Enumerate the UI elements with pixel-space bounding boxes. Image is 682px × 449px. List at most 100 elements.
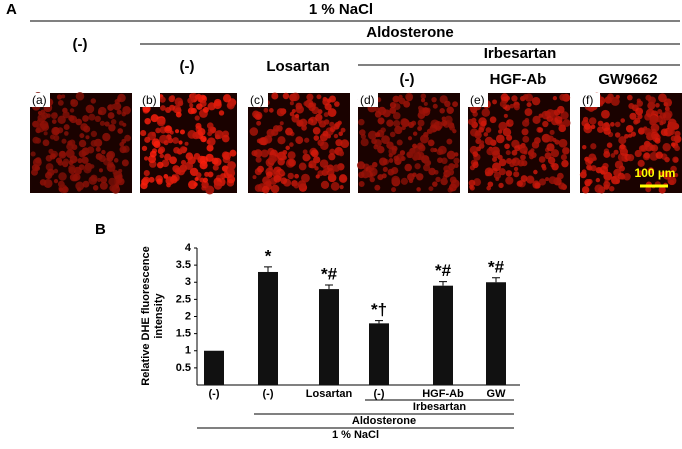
cell bbox=[61, 186, 69, 193]
x-tick-label: (-) bbox=[263, 388, 274, 400]
cell bbox=[388, 158, 394, 163]
cell bbox=[104, 121, 110, 127]
cell bbox=[441, 157, 448, 165]
cell bbox=[202, 106, 209, 113]
cell bbox=[69, 173, 78, 182]
cell bbox=[500, 93, 509, 102]
cell bbox=[487, 181, 494, 188]
cell bbox=[327, 108, 337, 117]
cell bbox=[625, 124, 634, 133]
header: (-) bbox=[73, 36, 88, 53]
y-tick-label: 1.5 bbox=[176, 328, 191, 340]
cell bbox=[486, 185, 492, 191]
cell bbox=[643, 152, 651, 159]
cell bbox=[276, 108, 285, 117]
cell bbox=[428, 186, 434, 192]
cell bbox=[303, 101, 309, 107]
cell bbox=[46, 113, 51, 118]
annotation: *† bbox=[371, 300, 387, 319]
cell bbox=[417, 105, 423, 111]
cell bbox=[194, 115, 200, 121]
cell bbox=[610, 122, 615, 127]
cell bbox=[419, 134, 429, 144]
cell bbox=[150, 114, 159, 123]
cell bbox=[492, 150, 501, 159]
cell bbox=[34, 165, 41, 172]
cell bbox=[207, 131, 213, 137]
cell bbox=[141, 145, 148, 152]
cell bbox=[411, 152, 420, 161]
cell bbox=[338, 150, 345, 157]
cell bbox=[57, 160, 64, 166]
cell bbox=[416, 142, 424, 150]
cell bbox=[56, 94, 63, 100]
cell bbox=[530, 152, 537, 158]
cell bbox=[118, 168, 123, 173]
cell bbox=[53, 178, 59, 184]
y-tick-label: 2.5 bbox=[176, 293, 191, 305]
cell bbox=[333, 133, 339, 139]
cell bbox=[174, 129, 180, 134]
cell bbox=[528, 176, 535, 183]
cell bbox=[447, 168, 455, 176]
cell bbox=[261, 185, 270, 194]
cell bbox=[495, 177, 500, 182]
annotation: * bbox=[265, 246, 272, 265]
cell bbox=[588, 153, 597, 162]
cell bbox=[486, 147, 494, 156]
y-axis-label: intensity bbox=[153, 293, 165, 339]
cell bbox=[531, 141, 540, 149]
cell bbox=[273, 175, 282, 183]
cell bbox=[356, 161, 366, 170]
cell bbox=[164, 153, 172, 161]
cell bbox=[294, 113, 300, 119]
cell bbox=[450, 179, 460, 189]
cell bbox=[265, 180, 272, 187]
cell bbox=[389, 131, 396, 138]
cell bbox=[558, 124, 567, 133]
cell bbox=[446, 150, 456, 160]
cell bbox=[249, 127, 259, 136]
cell bbox=[221, 134, 230, 143]
cell bbox=[584, 123, 591, 130]
cell bbox=[644, 142, 654, 152]
cell bbox=[95, 146, 101, 152]
cell bbox=[329, 121, 335, 128]
cell bbox=[98, 154, 106, 163]
cell bbox=[499, 100, 507, 108]
cell bbox=[359, 129, 366, 136]
cell bbox=[439, 108, 445, 114]
cell bbox=[196, 103, 203, 110]
cell bbox=[417, 119, 425, 127]
cell bbox=[119, 146, 127, 154]
cell bbox=[637, 113, 643, 120]
cell bbox=[547, 135, 554, 142]
cell bbox=[472, 161, 479, 169]
cell bbox=[149, 150, 157, 158]
cell bbox=[69, 108, 75, 113]
annotation: *# bbox=[435, 261, 452, 280]
cell bbox=[32, 157, 42, 167]
cell bbox=[414, 163, 421, 170]
cell bbox=[623, 173, 631, 181]
cell bbox=[213, 100, 222, 110]
cell bbox=[320, 180, 330, 189]
cell bbox=[143, 170, 150, 177]
cell bbox=[519, 145, 528, 154]
cell bbox=[155, 127, 161, 134]
cell bbox=[608, 185, 615, 192]
cell bbox=[479, 140, 485, 145]
cell bbox=[339, 185, 344, 190]
cell bbox=[404, 163, 413, 172]
cell bbox=[68, 164, 76, 173]
tag-bg bbox=[248, 93, 268, 107]
cell bbox=[277, 136, 286, 145]
cell bbox=[285, 145, 290, 151]
cell bbox=[214, 130, 224, 140]
cell bbox=[427, 128, 434, 134]
cell bbox=[184, 141, 189, 146]
header: (-) bbox=[180, 58, 195, 75]
cell bbox=[667, 127, 675, 136]
cell bbox=[43, 178, 53, 188]
cell bbox=[108, 124, 116, 132]
